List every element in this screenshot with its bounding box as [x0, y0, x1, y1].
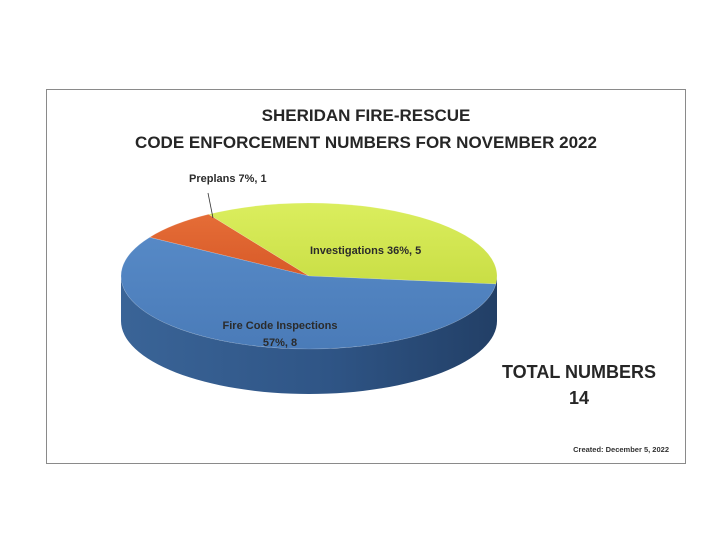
chart-subtitle: CODE ENFORCEMENT NUMBERS FOR NOVEMBER 20… [135, 133, 597, 152]
pie-slice-investigations [207, 202, 498, 285]
chart-frame: SHERIDAN FIRE-RESCUE CODE ENFORCEMENT NU… [46, 89, 686, 464]
preplans-data-label: Preplans 7%, 1 [189, 173, 267, 185]
fire-code-inspections-label-value: 57%, 8 [262, 337, 298, 349]
fire-code-inspections-data-label: Fire Code Inspections 57%, 8 [205, 318, 355, 352]
total-numbers-value: 14 [568, 388, 590, 408]
pie-slice-preplans [148, 213, 310, 277]
pie-slice-fire-code-inspections [120, 236, 497, 350]
investigations-data-label: Investigations 36%, 5 [310, 245, 422, 257]
chart-title: SHERIDAN FIRE-RESCUE [261, 106, 471, 125]
created-date: Created: December 5, 2022 [573, 445, 669, 454]
fire-code-inspections-label-name: Fire Code Inspections [222, 320, 338, 332]
preplans-leader-line [207, 192, 214, 219]
total-numbers-label: TOTAL NUMBERS [501, 362, 656, 382]
pie-chart [120, 192, 498, 394]
pie-depth-side [121, 276, 497, 394]
